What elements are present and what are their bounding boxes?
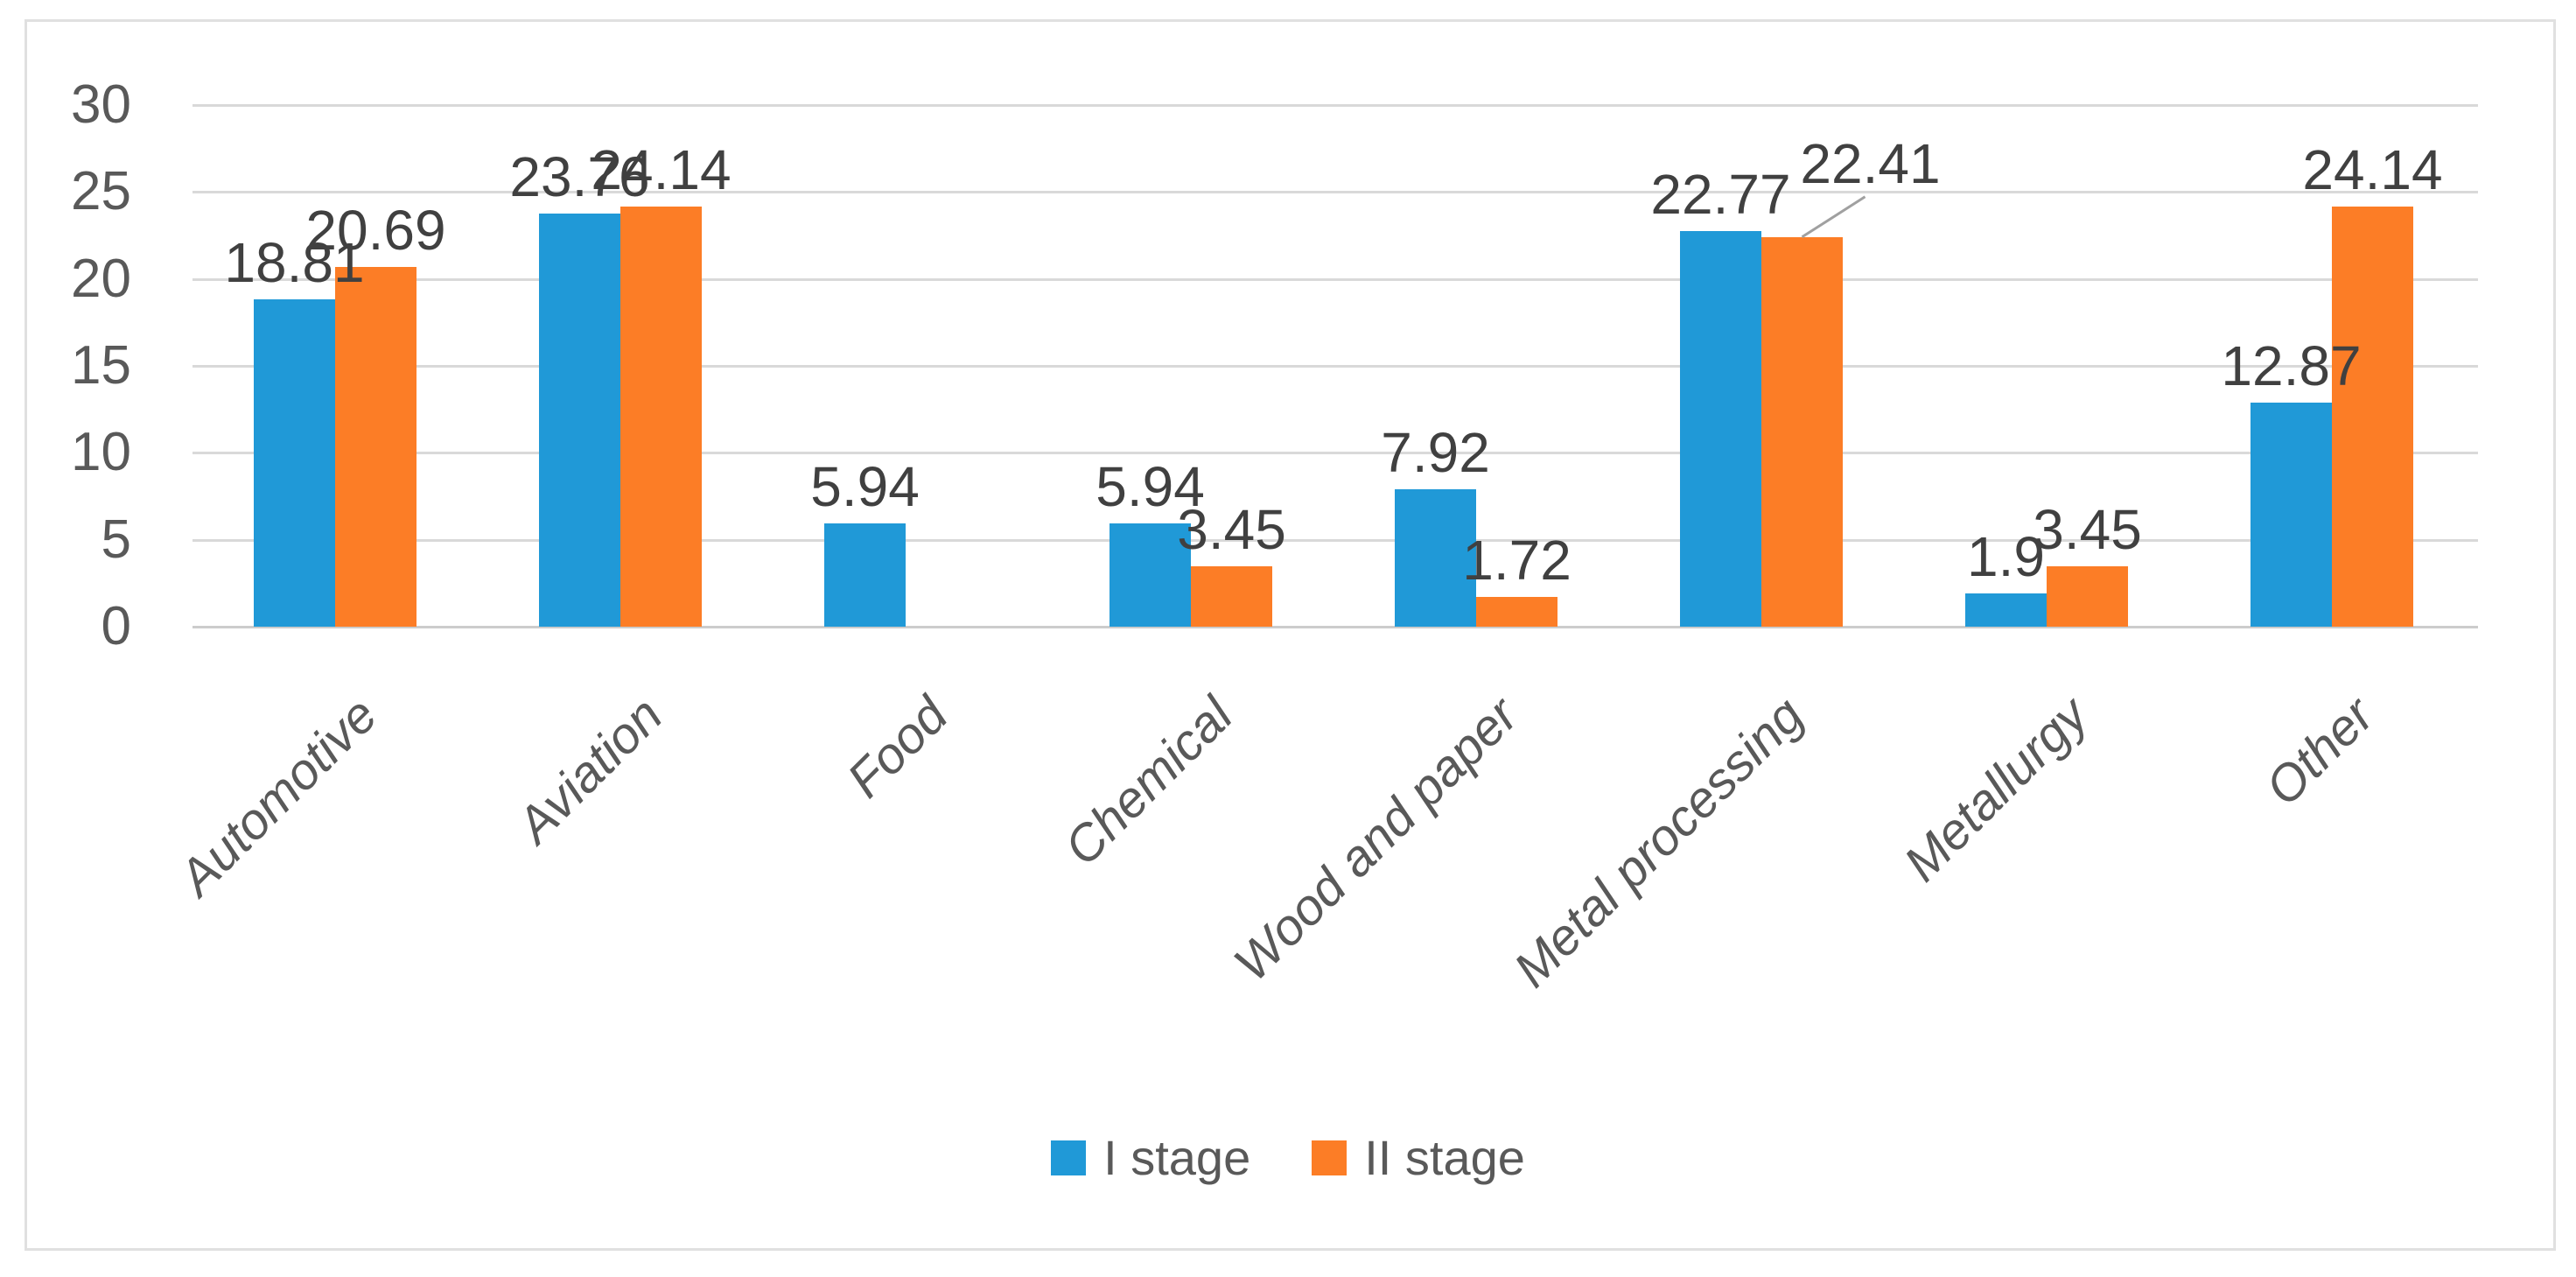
bar-ii-stage-wood-and-paper [1476, 596, 1558, 627]
data-label: 22.77 [1650, 162, 1791, 226]
data-label: 18.81 [224, 231, 365, 295]
gridline-y-15 [192, 365, 2478, 368]
chart-legend: I stage II stage [0, 1131, 2576, 1185]
y-tick-label: 0 [101, 596, 131, 656]
data-label: 1.9 [1967, 525, 2045, 589]
bar-i-stage-food [824, 523, 906, 627]
bar-ii-stage-aviation [620, 207, 702, 627]
legend-item-i-stage: I stage [1051, 1131, 1250, 1185]
data-label: 5.94 [810, 454, 920, 518]
y-tick-label: 15 [71, 335, 131, 396]
data-label: 20.69 [305, 198, 446, 262]
gridline-y-20 [192, 277, 2478, 281]
y-tick-label: 25 [71, 161, 131, 222]
y-tick-label: 5 [101, 509, 131, 570]
data-label: 12.87 [2221, 334, 2362, 398]
bar-ii-stage-metal-processing [1761, 236, 1843, 627]
bar-ii-stage-metallurgy [2047, 566, 2128, 627]
y-tick-label: 30 [71, 74, 131, 135]
bar-ii-stage-automotive [335, 266, 416, 627]
gridline-y-25 [192, 191, 2478, 194]
gridline-y-30 [192, 104, 2478, 107]
y-tick-label: 10 [71, 422, 131, 483]
bar-i-stage-metallurgy [1965, 593, 2047, 627]
data-label: 5.94 [1096, 454, 1205, 518]
data-label: 7.92 [1381, 420, 1490, 484]
legend-label: II stage [1364, 1130, 1525, 1185]
legend-item-ii-stage: II stage [1312, 1131, 1525, 1185]
bar-i-stage-other [2250, 403, 2332, 627]
legend-swatch-icon [1312, 1140, 1348, 1175]
gridline-y-10 [192, 452, 2478, 455]
y-tick-label: 20 [71, 248, 131, 309]
data-label: 24.14 [2302, 138, 2443, 202]
legend-label: I stage [1103, 1130, 1251, 1185]
gridline-y-5 [192, 538, 2478, 542]
data-label: 22.41 [1800, 131, 1941, 195]
data-label: 3.45 [2033, 498, 2142, 562]
bar-i-stage-aviation [539, 213, 620, 627]
data-label: 24.14 [591, 138, 732, 202]
data-label: 3.45 [1177, 498, 1286, 562]
data-label: 23.76 [509, 144, 650, 208]
bar-i-stage-chemical [1110, 523, 1191, 627]
bar-ii-stage-other [2332, 207, 2413, 627]
bar-ii-stage-chemical [1191, 566, 1272, 627]
data-label: 1.72 [1462, 528, 1572, 592]
bar-i-stage-wood-and-paper [1395, 488, 1476, 627]
bar-i-stage-automotive [254, 299, 335, 627]
chart-frame-border [24, 19, 2556, 1251]
bar-i-stage-metal-processing [1680, 230, 1761, 627]
legend-swatch-icon [1051, 1140, 1087, 1175]
gridline-y-0 [192, 626, 2478, 628]
